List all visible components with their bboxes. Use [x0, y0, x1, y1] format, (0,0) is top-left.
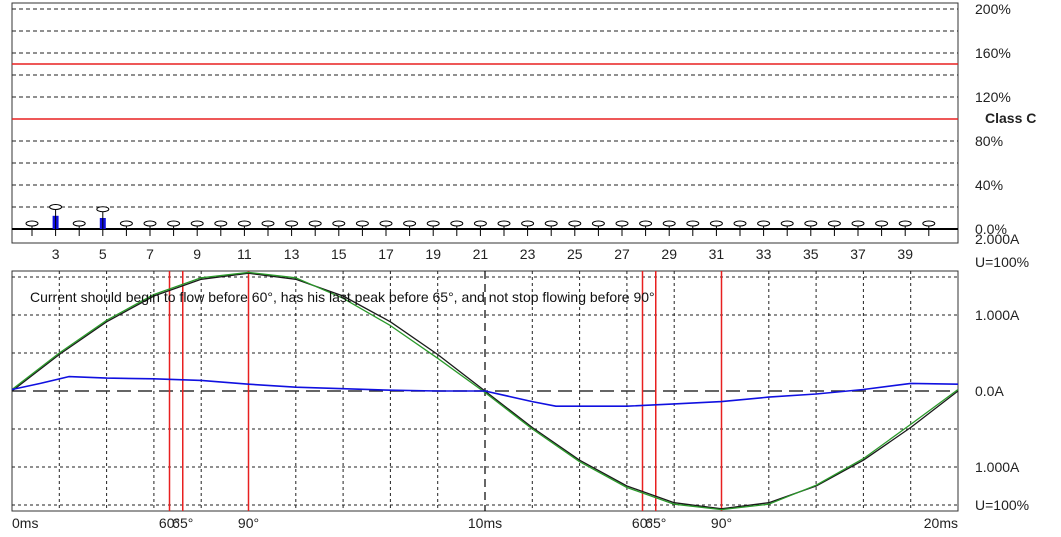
harmonic-limit-marker-26: [591, 220, 605, 227]
harmonics-y-tick-label: 120%: [975, 89, 1011, 105]
harmonic-limit-marker-25: [568, 220, 582, 227]
harmonic-number-label: 5: [99, 246, 107, 262]
harmonics-x-ticks: 3 5 7 9 11 13 15 17 19 21 23 25 27 29 31 33 35 37 39: [52, 246, 913, 262]
harmonic-limit-marker-37: [851, 220, 865, 227]
harmonic-number-label: 25: [567, 246, 583, 262]
waveform-x-tick-label: 60°: [632, 515, 653, 531]
harmonic-number-label: 21: [473, 246, 489, 262]
harmonic-limit-marker-28: [639, 220, 653, 227]
harmonic-number-label: 13: [284, 246, 300, 262]
harmonic-number-label: 39: [897, 246, 913, 262]
harmonic-limit-marker-38: [875, 220, 889, 227]
waveform-y-tick-label: 1.000A: [975, 307, 1020, 323]
waveform-series-2: [11, 375, 959, 408]
harmonic-limit-marker-24: [544, 220, 558, 227]
waveform-x-tick-label: 65°: [645, 515, 666, 531]
harmonics-bars: [25, 204, 936, 236]
harmonic-limit-marker-7: [143, 220, 157, 227]
waveform-panel: Current should begin to flow before 60°,…: [11, 231, 1029, 537]
waveform-y-tick-label: 1.000A: [975, 459, 1020, 475]
waveform-y-tick-label: 0.0A: [975, 383, 1004, 399]
harmonics-limit-lines: Class C: [12, 63, 1036, 126]
class-c-limit-label: Class C: [985, 110, 1036, 126]
harmonic-limit-marker-3: [49, 204, 63, 210]
harmonic-number-label: 27: [614, 246, 630, 262]
harmonic-limit-marker-35: [804, 220, 818, 227]
harmonics-y-tick-label: 200%: [975, 1, 1011, 17]
harmonic-limit-marker-30: [686, 220, 700, 227]
harmonic-limit-marker-13: [285, 220, 299, 227]
harmonic-number-label: 31: [709, 246, 725, 262]
harmonic-limit-marker-9: [190, 220, 204, 227]
harmonic-number-label: 29: [661, 246, 677, 262]
harmonics-y-tick-label: 40%: [975, 177, 1003, 193]
harmonics-y-tick-label: 0.0%: [975, 221, 1007, 237]
waveform-x-tick-label: 10ms: [468, 515, 502, 531]
harmonic-limit-marker-8: [167, 220, 181, 227]
harmonic-limit-marker-29: [662, 220, 676, 227]
harmonics-panel: Class C 3 5 7 9 11 13 15 17 19 21 23 25 27 29 31 33 35 37…: [11, 1, 1036, 262]
waveform-x-tick-label: 65°: [172, 515, 193, 531]
harmonic-number-label: 3: [52, 246, 60, 262]
waveform-y-tick-label: 2.000A: [975, 535, 1020, 537]
harmonic-limit-marker-11: [237, 220, 251, 227]
harmonic-number-label: 15: [331, 246, 347, 262]
waveform-x-tick-label: 20ms: [924, 515, 958, 531]
harmonic-limit-marker-18: [403, 220, 417, 227]
waveform-x-ticks: 0ms 60°65° 90° 10ms 60°65° 90° 20ms: [12, 515, 958, 531]
harmonic-limit-marker-32: [733, 220, 747, 227]
waveform-series-1: [11, 271, 959, 511]
waveform-y-tick-label: U=100%: [975, 254, 1029, 270]
harmonic-limit-marker-17: [379, 220, 393, 227]
waveform-angle-markers: [168, 271, 723, 511]
harmonics-plot-frame: [11, 2, 959, 244]
harmonic-limit-marker-20: [450, 220, 464, 227]
harmonics-grid: [12, 8, 958, 230]
harmonics-y-ticks: 200% 160% 120% 80% 40% 0.0%: [975, 1, 1011, 237]
waveform-x-tick-label: 90°: [711, 515, 732, 531]
waveform-x-tick-label: 0ms: [12, 515, 38, 531]
harmonic-number-label: 37: [850, 246, 866, 262]
harmonic-limit-marker-22: [497, 220, 511, 227]
waveform-x-tick-label: 60°: [159, 515, 180, 531]
waveform-annotation: Current should begin to flow before 60°,…: [30, 289, 655, 305]
waveform-y-ticks: 2.000A U=100% 1.000A 0.0A 1.000A U=100% 2.000A: [975, 231, 1029, 537]
harmonic-limit-marker-39: [898, 220, 912, 227]
waveform-x-tick-label: 90°: [238, 515, 259, 531]
harmonic-limit-marker-33: [757, 220, 771, 227]
harmonic-limit-marker-40: [922, 220, 936, 227]
harmonic-number-label: 35: [803, 246, 819, 262]
waveform-y-tick-label: U=100%: [975, 497, 1029, 513]
waveform-y-tick-label: 2.000A: [975, 231, 1020, 247]
harmonic-limit-marker-34: [780, 220, 794, 227]
harmonic-limit-marker-36: [827, 220, 841, 227]
harmonic-number-label: 19: [425, 246, 441, 262]
harmonic-limit-marker-6: [119, 220, 133, 227]
harmonic-number-label: 33: [756, 246, 772, 262]
harmonic-number-label: 11: [237, 246, 252, 262]
harmonic-limit-marker-21: [473, 220, 487, 227]
harmonic-number-label: 17: [378, 246, 394, 262]
harmonic-number-label: 23: [520, 246, 536, 262]
harmonic-limit-marker-2: [25, 220, 39, 227]
harmonic-number-label: 9: [193, 246, 201, 262]
harmonic-limit-marker-12: [261, 220, 275, 227]
harmonic-limit-marker-14: [308, 220, 322, 227]
harmonics-y-tick-label: 80%: [975, 133, 1003, 149]
harmonic-limit-marker-15: [332, 220, 346, 227]
harmonic-limit-marker-19: [426, 220, 440, 227]
waveform-series: [11, 271, 959, 511]
harmonic-limit-marker-16: [355, 220, 369, 227]
harmonic-limit-marker-10: [214, 220, 228, 227]
harmonic-limit-marker-31: [709, 220, 723, 227]
harmonic-limit-marker-23: [521, 220, 535, 227]
harmonic-limit-marker-5: [96, 206, 110, 213]
harmonic-number-label: 7: [146, 246, 154, 262]
harmonic-limit-marker-27: [615, 220, 629, 227]
harmonic-limit-marker-4: [72, 220, 86, 227]
harmonics-y-tick-label: 160%: [975, 45, 1011, 61]
